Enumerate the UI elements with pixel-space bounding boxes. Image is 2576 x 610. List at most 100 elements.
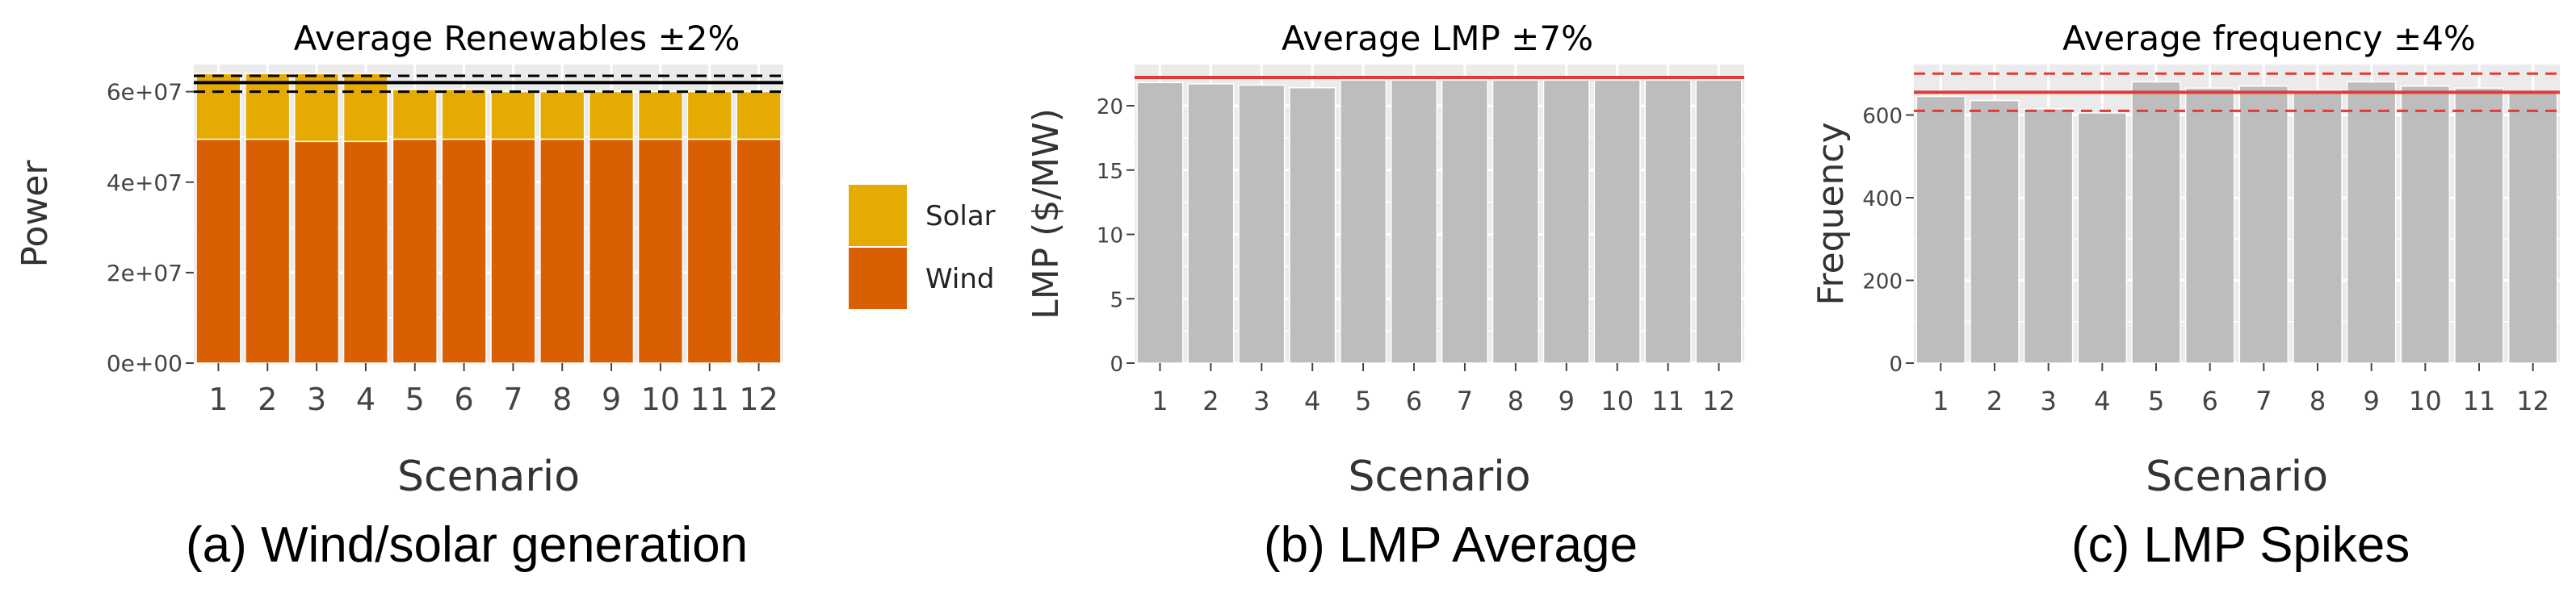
x-tick-label: 5 — [2148, 386, 2164, 416]
x-tick-label: 4 — [356, 382, 375, 417]
y-axis-label: LMP ($/MW) — [1026, 108, 1067, 320]
panel-lmp-average: 0 5 10 15 20 1 2 3 4 5 6 7 8 9 10 11 12 Average LMP ±7% Sc… — [1001, 0, 1793, 610]
x-tick-label: 12 — [739, 382, 778, 417]
plot-background — [1135, 65, 1744, 363]
x-tick-label: 10 — [641, 382, 680, 417]
bar-wind — [637, 138, 684, 364]
y-tick-label: 4e+07 — [107, 169, 183, 196]
bar — [1441, 79, 1489, 364]
bar-solar — [293, 73, 340, 143]
caption-lmp-spikes: (c) LMP Spikes — [2071, 517, 2410, 573]
bar-wind — [588, 138, 635, 364]
y-tick-label: 15 — [1097, 160, 1123, 184]
bar-wind — [392, 138, 438, 364]
x-tick-label: 12 — [1702, 386, 1735, 416]
y-tick-label: 20 — [1097, 95, 1123, 119]
chart-title: Average Renewables ±2% — [294, 19, 740, 58]
bar-wind — [245, 138, 291, 364]
x-tick-label: 3 — [2040, 386, 2056, 416]
bar-solar — [588, 90, 635, 140]
bar-wind — [293, 140, 340, 364]
bar-solar — [392, 89, 438, 140]
x-tick-label: 4 — [1304, 386, 1320, 416]
x-tick-label: 8 — [2310, 386, 2326, 416]
bar — [2293, 90, 2343, 364]
bar-solar — [637, 90, 684, 140]
bar-solar — [490, 90, 536, 140]
x-axis-label: Scenario — [397, 453, 580, 501]
bar — [2454, 87, 2504, 364]
y-tick-label: 2e+07 — [107, 260, 183, 286]
bar — [1289, 86, 1336, 364]
panel-renewables: 0e+00 2e+07 4e+07 6e+07 1 2 3 4 5 6 7 8 9 10 11 12 Avera… — [0, 0, 1001, 610]
bar-solar — [736, 90, 782, 140]
x-tick-label: 7 — [503, 382, 522, 417]
x-tick-label: 2 — [1987, 386, 2003, 416]
x-tick-label: 8 — [1508, 386, 1524, 416]
panel-lmp-spikes: 0 200 400 600 1 2 3 4 5 6 7 8 9 10 11 12 Average frequen… — [1793, 0, 2576, 610]
bar — [2346, 81, 2397, 364]
x-tick-label: 7 — [2255, 386, 2272, 416]
bar-wind — [736, 138, 782, 364]
bar-wind — [686, 138, 732, 364]
bar — [1542, 79, 1590, 364]
x-tick-label: 2 — [1202, 386, 1219, 416]
x-tick-label: 8 — [552, 382, 572, 417]
chart-title: Average LMP ±7% — [1282, 19, 1593, 58]
bar — [1390, 79, 1438, 364]
x-tick-label: 6 — [2201, 386, 2217, 416]
chart-title: Average frequency ±4% — [2062, 19, 2476, 58]
bar — [1644, 79, 1692, 364]
bar — [2131, 81, 2181, 364]
bar — [2507, 91, 2558, 364]
x-tick-label: 9 — [1559, 386, 1575, 416]
y-tick-label: 5 — [1110, 288, 1123, 312]
y-tick-label: 0e+00 — [107, 350, 183, 377]
x-tick-label: 11 — [690, 382, 729, 417]
x-tick-label: 9 — [602, 382, 621, 417]
x-tick-label: 6 — [1406, 386, 1422, 416]
x-tick-label: 1 — [1152, 386, 1168, 416]
bar-wind — [441, 138, 487, 364]
x-tick-label: 3 — [1253, 386, 1269, 416]
bar-solar — [245, 73, 291, 140]
plot-background — [194, 65, 783, 363]
x-tick-label: 11 — [1651, 386, 1684, 416]
x-tick-label: 9 — [2363, 386, 2379, 416]
legend-label-wind: Wind — [925, 263, 994, 295]
bar — [1593, 79, 1641, 364]
bar-wind — [342, 140, 389, 364]
bar — [1340, 79, 1387, 364]
bar — [1136, 81, 1184, 364]
bar — [1695, 79, 1743, 364]
x-tick-label: 1 — [1932, 386, 1949, 416]
x-tick-label: 11 — [2463, 386, 2496, 416]
bar — [2238, 85, 2289, 364]
bar-wind — [195, 138, 241, 364]
bar — [1238, 84, 1286, 364]
x-axis-label: Scenario — [2146, 453, 2328, 501]
bar-wind — [539, 138, 585, 364]
y-axis-label: Power — [15, 160, 56, 268]
x-tick-label: 10 — [1601, 386, 1634, 416]
x-tick-label: 1 — [208, 382, 228, 417]
legend-label-solar: Solar — [925, 200, 996, 232]
bar — [1915, 95, 1966, 364]
bar — [2023, 108, 2074, 364]
x-tick-label: 5 — [405, 382, 425, 417]
y-tick-label: 10 — [1097, 224, 1123, 249]
bar — [1187, 83, 1235, 364]
bar — [1970, 99, 2020, 364]
y-axis-label: Frequency — [1810, 122, 1852, 305]
y-tick-label: 0 — [1889, 353, 1903, 377]
legend-swatch-wind — [847, 246, 908, 311]
x-tick-label: 2 — [258, 382, 277, 417]
x-tick-label: 6 — [454, 382, 473, 417]
bar-solar — [441, 89, 487, 140]
bar-wind — [490, 138, 536, 364]
bar-solar — [195, 73, 241, 140]
bar-solar — [686, 90, 732, 140]
